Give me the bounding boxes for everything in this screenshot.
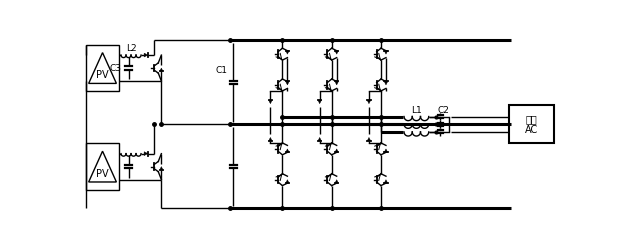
Bar [509, 105, 554, 143]
Polygon shape [335, 81, 338, 85]
Polygon shape [384, 81, 388, 85]
Text: C1: C1 [216, 66, 227, 75]
Polygon shape [286, 51, 289, 54]
Polygon shape [367, 100, 371, 104]
Polygon shape [269, 138, 272, 141]
Text: 三相: 三相 [526, 115, 537, 125]
Bar [85, 45, 120, 91]
Polygon shape [286, 180, 289, 183]
Polygon shape [335, 51, 338, 54]
Text: C3: C3 [110, 63, 121, 73]
Bar [85, 143, 120, 190]
Polygon shape [160, 167, 163, 170]
Polygon shape [160, 68, 163, 71]
Polygon shape [144, 152, 148, 155]
Text: AC: AC [525, 125, 538, 135]
Polygon shape [367, 138, 371, 141]
Polygon shape [335, 180, 338, 183]
Text: L1: L1 [411, 106, 422, 115]
Text: C2: C2 [437, 106, 449, 115]
Polygon shape [269, 100, 272, 104]
Polygon shape [144, 53, 148, 57]
Polygon shape [318, 138, 321, 141]
Text: L2: L2 [126, 45, 136, 53]
Polygon shape [286, 81, 289, 85]
Polygon shape [384, 180, 388, 183]
Polygon shape [286, 149, 289, 152]
Polygon shape [318, 100, 321, 104]
Polygon shape [335, 149, 338, 152]
Text: PV: PV [96, 70, 109, 80]
Polygon shape [384, 51, 388, 54]
Polygon shape [384, 149, 388, 152]
Text: PV: PV [96, 169, 109, 179]
